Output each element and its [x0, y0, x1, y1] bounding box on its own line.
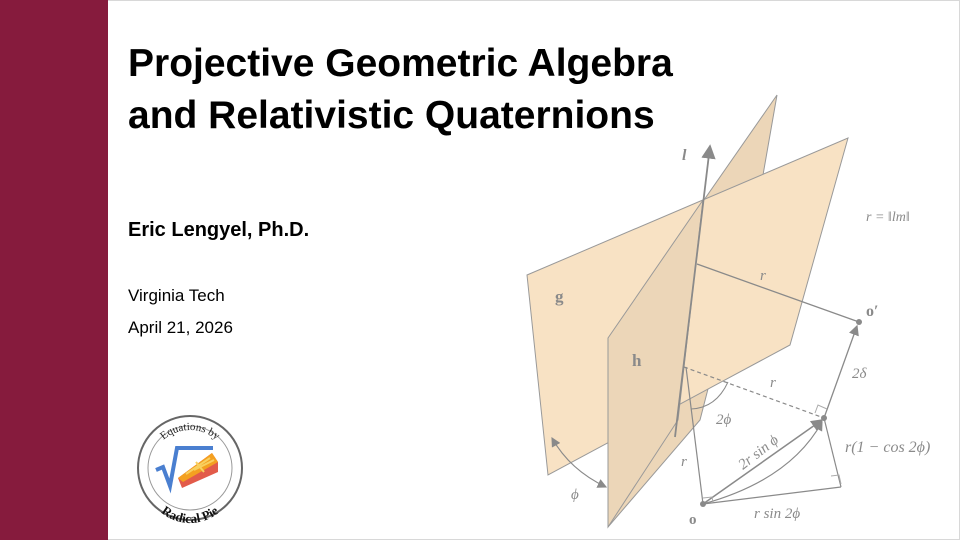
slide-title: Projective Geometric Algebra and Relativi…: [128, 42, 673, 137]
logo-bottom-text: Radical Pie: [159, 503, 221, 526]
presentation-date: April 21, 2026: [128, 318, 233, 337]
label-formula: r = ‖lm‖: [866, 210, 910, 225]
plane-h-front: [607, 199, 704, 529]
label-line: l: [682, 147, 687, 164]
label-r-side: r: [681, 454, 687, 470]
svg-text:Radical Pie: Radical Pie: [159, 503, 221, 526]
label-two-delta: 2δ: [852, 366, 868, 382]
line-l: [674, 144, 716, 438]
pie-icon: [178, 453, 218, 488]
label-plane-h: h: [632, 351, 642, 370]
label-origin: o: [689, 512, 697, 528]
label-plane-g: g: [555, 287, 564, 306]
label-one-minus-cos: r(1 − cos 2ϕ): [845, 439, 930, 456]
label-two-phi: 2ϕ: [716, 412, 732, 428]
label-o-prime: o′: [866, 303, 879, 320]
label-r-dashed: r: [770, 375, 776, 391]
author-name: Eric Lengyel, Ph.D.: [128, 219, 310, 241]
institution: Virginia Tech: [128, 286, 225, 305]
label-r-top: r: [760, 268, 766, 284]
sidebar-accent: [0, 0, 108, 540]
radical-sign-icon: [155, 446, 213, 494]
label-phi: ϕ: [571, 487, 579, 503]
label-r-sin: r sin 2ϕ: [754, 506, 800, 522]
